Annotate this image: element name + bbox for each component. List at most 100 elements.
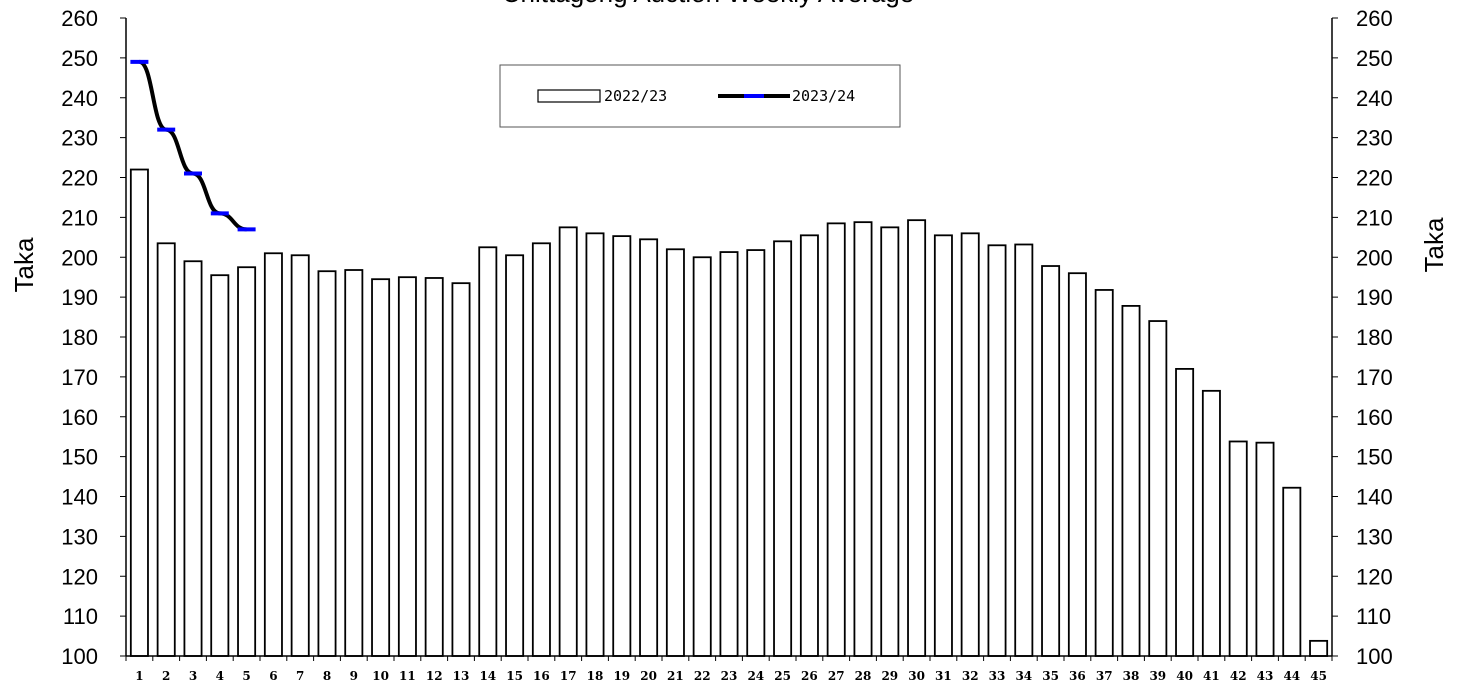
y-right-tick-label: 240 (1356, 86, 1393, 111)
bar-2022-23 (531, 242, 551, 657)
y-left-tick-label: 260 (61, 6, 98, 31)
bar-2022-23 (478, 246, 498, 657)
bar-2022-23 (183, 260, 203, 657)
legend-swatch-2022-23 (537, 89, 601, 103)
x-tick-label: 44 (1283, 669, 1300, 683)
bar-2022-23 (1175, 367, 1195, 657)
y-right-tick-label: 120 (1356, 564, 1393, 589)
bar-2022-23 (290, 254, 310, 657)
y-right-tick-label: 140 (1356, 485, 1393, 510)
y-right-tick-label: 150 (1356, 445, 1393, 470)
x-tick-label: 36 (1069, 669, 1086, 683)
x-tick-label: 25 (774, 669, 791, 683)
x-tick-label: 4 (216, 669, 224, 683)
x-tick-label: 24 (747, 669, 764, 683)
y-right-tick-label: 260 (1356, 6, 1393, 31)
y-left-tick-label: 210 (61, 205, 98, 230)
bar-2022-23 (746, 249, 766, 657)
bar-2022-23 (585, 232, 605, 657)
bar-2022-23 (1201, 389, 1221, 657)
y-right-tick-label: 170 (1356, 365, 1393, 390)
line-2023-24 (138, 59, 247, 232)
y-left-tick-label: 120 (61, 564, 98, 589)
bar-2022-23 (719, 251, 739, 657)
bar-2022-23 (1228, 440, 1248, 657)
bar-2022-23 (317, 270, 337, 657)
bar-2022-23 (1121, 304, 1141, 657)
x-tick-label: 16 (533, 669, 550, 683)
x-tick-label: 11 (399, 669, 416, 683)
x-tick-label: 30 (908, 669, 925, 683)
x-tick-label: 31 (935, 669, 952, 683)
left-y-axis-title: Taka (9, 237, 39, 292)
y-left-tick-label: 190 (61, 285, 98, 310)
bar-2022-23 (558, 226, 578, 657)
x-axis: 1 2 3 4 5 6 7 8 9 10 11 12 13 14 15 16 17 18 19 20 21 22 23 24 2… (125, 656, 1333, 683)
bar-2022-23 (665, 248, 685, 657)
bar-2022-23 (210, 274, 230, 657)
x-tick-label: 12 (426, 669, 443, 683)
bar-series-2022-23 (129, 168, 1329, 657)
bar-2022-23 (1148, 320, 1168, 657)
x-tick-label: 7 (296, 669, 304, 683)
bar-2022-23 (1094, 289, 1114, 657)
x-tick-label: 9 (350, 669, 358, 683)
line-series-2023-24 (130, 59, 256, 232)
right-y-axis-title: Taka (1419, 217, 1449, 272)
bar-2022-23 (907, 219, 927, 657)
x-tick-label: 27 (828, 669, 845, 683)
bar-2022-23 (639, 238, 659, 657)
x-tick-label: 34 (1015, 669, 1032, 683)
x-tick-label: 32 (962, 669, 979, 683)
x-tick-label: 26 (801, 669, 818, 683)
x-tick-label: 20 (640, 669, 657, 683)
x-tick-label: 14 (479, 669, 496, 683)
right-y-axis: 100 110 120 130 140 150 160 170 180 190 200 210 220 2… (1332, 6, 1393, 669)
x-tick-label: 13 (453, 669, 470, 683)
y-left-tick-label: 130 (61, 524, 98, 549)
y-left-tick-label: 220 (61, 166, 98, 191)
legend: 2022/23 2023/24 (499, 64, 901, 128)
x-tick-label: 10 (372, 669, 389, 683)
bar-2022-23 (933, 234, 953, 657)
bar-2022-23 (129, 168, 149, 657)
bar-2022-23 (1255, 441, 1275, 657)
bar-2022-23 (263, 252, 283, 657)
x-tick-label: 35 (1042, 669, 1059, 683)
bar-2022-23 (424, 277, 444, 657)
bar-2022-23 (1282, 486, 1302, 657)
y-left-tick-label: 160 (61, 405, 98, 430)
y-left-tick-label: 200 (61, 245, 98, 270)
left-y-axis: 100 110 120 130 140 150 160 170 180 190 200 210 220 2… (61, 6, 126, 669)
bar-2022-23 (853, 221, 873, 657)
x-tick-label: 22 (694, 669, 711, 683)
y-right-tick-label: 180 (1356, 325, 1393, 350)
bar-2022-23 (1014, 243, 1034, 657)
y-right-tick-label: 130 (1356, 524, 1393, 549)
y-right-tick-label: 230 (1356, 126, 1393, 151)
x-tick-label: 21 (667, 669, 684, 683)
bar-2022-23 (773, 240, 793, 657)
x-tick-label: 5 (242, 669, 250, 683)
y-left-tick-label: 100 (61, 644, 98, 669)
bar-2022-23 (960, 232, 980, 657)
y-left-tick-label: 230 (61, 126, 98, 151)
y-right-tick-label: 160 (1356, 405, 1393, 430)
y-left-tick-label: 250 (61, 46, 98, 71)
legend-label-2023-24: 2023/24 (792, 87, 855, 105)
y-right-tick-label: 190 (1356, 285, 1393, 310)
x-tick-label: 3 (189, 669, 197, 683)
bar-2022-23 (344, 269, 364, 657)
x-tick-label: 17 (560, 669, 577, 683)
bar-2022-23 (799, 234, 819, 657)
x-tick-label: 6 (269, 669, 277, 683)
x-tick-label: 29 (881, 669, 898, 683)
x-tick-label: 2 (162, 669, 170, 683)
bar-2022-23 (371, 278, 391, 657)
bar-2022-23 (612, 235, 632, 657)
x-tick-label: 45 (1310, 669, 1327, 683)
y-right-tick-label: 100 (1356, 644, 1393, 669)
bar-2022-23 (505, 254, 525, 657)
y-right-tick-label: 200 (1356, 245, 1393, 270)
